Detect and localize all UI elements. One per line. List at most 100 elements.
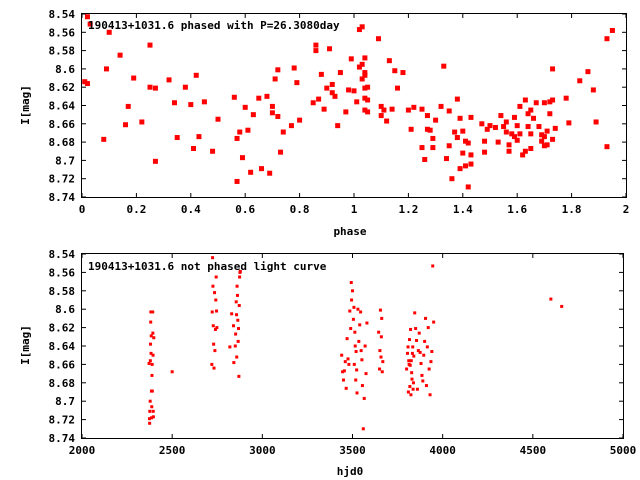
phased-data-point xyxy=(482,149,488,155)
phased-y-tick-label: 8.6 xyxy=(55,63,75,76)
phased-data-point xyxy=(147,42,153,48)
unphased-data-point xyxy=(360,358,364,362)
phased-data-point xyxy=(147,84,153,90)
unphased-data-point xyxy=(211,256,215,260)
unphased-data-point xyxy=(231,324,235,328)
unphased-x-axis-label: hjd0 xyxy=(337,465,364,478)
unphased-data-point xyxy=(213,349,217,353)
phased-y-tick-label: 8.62 xyxy=(49,81,76,94)
phased-data-point xyxy=(544,128,550,134)
phased-data-point xyxy=(506,142,512,148)
unphased-data-point xyxy=(235,355,239,359)
phased-y-tick-label: 8.66 xyxy=(49,118,76,131)
phased-data-point xyxy=(348,56,354,62)
unphased-data-points xyxy=(147,256,564,431)
phased-x-tick-label: 0.4 xyxy=(181,203,201,216)
phased-data-point xyxy=(359,76,365,82)
unphased-data-point xyxy=(416,349,420,353)
unphased-x-tick-label: 5000 xyxy=(610,444,637,457)
phased-data-point xyxy=(87,21,93,27)
unphased-data-point xyxy=(215,326,219,330)
unphased-data-point xyxy=(407,338,411,342)
phased-data-point xyxy=(452,129,458,135)
phased-data-point xyxy=(552,125,558,131)
unphased-data-point xyxy=(152,336,156,340)
phased-data-point xyxy=(547,99,553,105)
phased-data-point xyxy=(522,148,528,154)
unphased-data-point xyxy=(237,304,241,308)
unphased-data-point xyxy=(418,350,422,354)
phased-data-point xyxy=(354,99,360,105)
unphased-data-point xyxy=(408,384,412,388)
unphased-data-point xyxy=(148,409,152,413)
unphased-data-point xyxy=(423,339,427,343)
phased-x-tick-label: 1.2 xyxy=(398,203,418,216)
unphased-y-tick-label: 8.6 xyxy=(55,303,75,316)
unphased-data-point xyxy=(380,316,384,320)
phased-data-point xyxy=(541,134,547,140)
phased-data-point xyxy=(318,71,324,77)
phased-data-point xyxy=(427,127,433,133)
unphased-data-point xyxy=(362,396,366,400)
unphased-data-point xyxy=(410,351,414,355)
phased-data-point xyxy=(166,77,172,83)
unphased-y-tick-label: 8.68 xyxy=(49,377,76,390)
phased-data-point xyxy=(392,68,398,74)
phased-y-tick-label: 8.7 xyxy=(55,154,75,167)
unphased-data-point xyxy=(378,349,382,353)
phased-data-point xyxy=(506,148,512,154)
phased-data-point xyxy=(269,103,275,109)
phased-data-point xyxy=(517,131,523,137)
unphased-data-point xyxy=(354,378,358,382)
phased-data-point xyxy=(424,126,430,132)
unphased-data-point xyxy=(412,354,416,358)
phased-data-point xyxy=(174,135,180,141)
phased-data-point xyxy=(191,146,197,152)
phased-data-point xyxy=(468,114,474,120)
unphased-data-point xyxy=(363,344,367,348)
unphased-data-point xyxy=(349,281,353,285)
unphased-y-tick-label: 8.62 xyxy=(49,322,76,335)
phased-data-point xyxy=(152,158,158,164)
unphased-data-point xyxy=(352,362,356,366)
phased-y-tick-label: 8.68 xyxy=(49,136,76,149)
phased-y-tick-label: 8.72 xyxy=(49,173,76,186)
phased-data-point xyxy=(389,106,395,112)
phased-data-point xyxy=(269,110,275,116)
phased-data-point xyxy=(433,117,439,123)
phased-data-point xyxy=(454,96,460,102)
phased-data-point xyxy=(324,85,330,91)
phased-data-point xyxy=(362,70,368,76)
phased-data-point xyxy=(237,129,243,135)
phased-data-point xyxy=(419,145,425,151)
unphased-data-point xyxy=(359,349,363,353)
phased-data-point xyxy=(84,81,90,87)
unphased-data-point xyxy=(357,339,361,343)
unphased-data-point xyxy=(150,389,154,393)
unphased-data-point xyxy=(341,370,345,374)
phased-data-point xyxy=(539,138,545,144)
phased-light-curve-panel: 0 0.2 0.4 0.6 0.8 1 1.2 1.4 1.6 1.8 2 8.54 8.56 8.58… xyxy=(19,8,629,238)
phased-data-point xyxy=(248,169,254,175)
unphased-plot-frame xyxy=(81,253,624,439)
phased-data-point xyxy=(550,97,556,103)
phased-data-points xyxy=(82,14,615,190)
unphased-data-point xyxy=(211,324,215,328)
unphased-data-point xyxy=(148,359,152,363)
unphased-data-point xyxy=(378,367,382,371)
phased-data-point xyxy=(327,46,333,52)
unphased-data-point xyxy=(420,373,424,377)
phased-data-point xyxy=(443,156,449,162)
phased-x-tick-label: 1.4 xyxy=(453,203,473,216)
unphased-data-point xyxy=(150,362,154,366)
phased-data-point xyxy=(585,69,591,75)
phased-plot-frame xyxy=(81,13,627,198)
unphased-data-point xyxy=(379,355,383,359)
phased-data-point xyxy=(441,63,447,69)
phased-data-point xyxy=(82,79,88,85)
phased-data-point xyxy=(201,99,207,105)
phased-data-point xyxy=(495,139,501,145)
unphased-data-point xyxy=(170,370,174,374)
unphased-data-point xyxy=(378,308,382,312)
phased-data-point xyxy=(479,121,485,127)
